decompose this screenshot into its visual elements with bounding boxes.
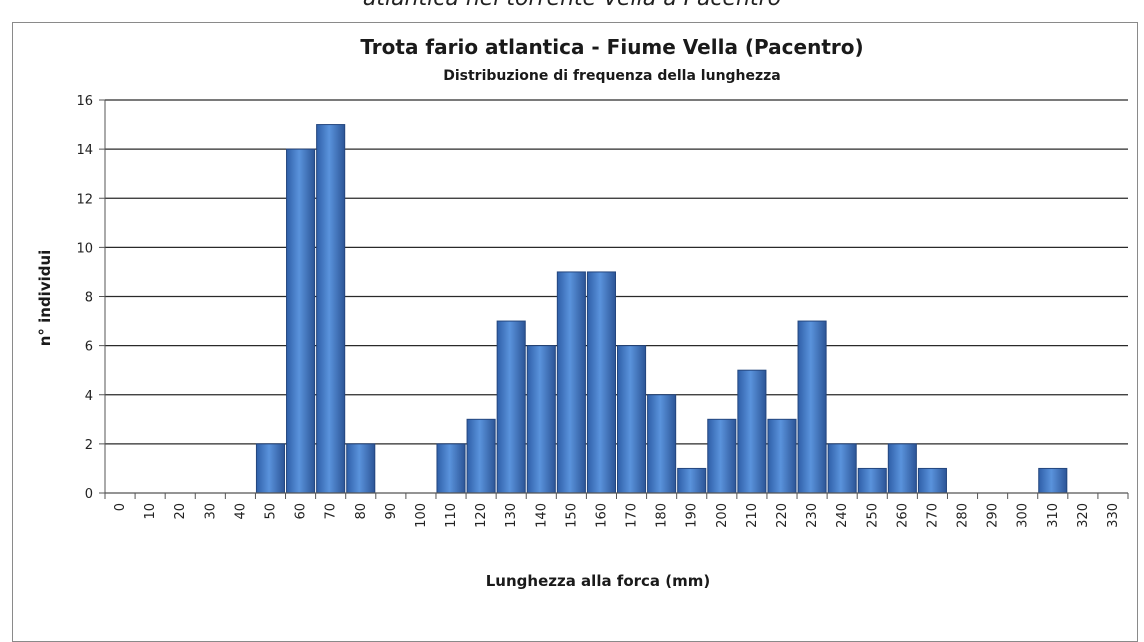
x-tick-label: 320 <box>1076 503 1091 528</box>
x-tick-label: 50 <box>263 503 278 520</box>
x-tick-label: 300 <box>1016 503 1031 528</box>
x-tick-label: 220 <box>775 503 790 528</box>
x-tick-label: 30 <box>203 503 218 520</box>
gridlines <box>105 100 1128 444</box>
y-tick-label: 4 <box>85 389 93 404</box>
y-axis-title: n° individui <box>36 250 54 347</box>
y-tick-labels: 0 2 4 6 8 10 12 14 16 <box>76 94 93 502</box>
x-tick-label: 230 <box>805 503 820 528</box>
bar <box>918 468 946 493</box>
bar <box>287 149 315 493</box>
bar <box>467 419 495 493</box>
x-tick-label: 330 <box>1106 503 1121 528</box>
y-tick-label: 8 <box>85 291 93 306</box>
bar <box>618 346 646 493</box>
y-tick-label: 14 <box>76 143 93 158</box>
x-tick-label: 250 <box>865 503 880 528</box>
x-tick-label: 100 <box>414 503 429 528</box>
x-tick-label: 310 <box>1046 503 1061 528</box>
x-tick-label: 130 <box>504 503 519 528</box>
x-tick-label: 90 <box>384 503 399 520</box>
bar <box>798 321 826 493</box>
x-tick-label: 170 <box>625 503 640 528</box>
x-tick-label: 80 <box>354 503 369 520</box>
x-tick-label: 240 <box>835 503 850 528</box>
y-tick-label: 12 <box>76 192 93 207</box>
x-tick-label: 150 <box>564 503 579 528</box>
x-tick-labels: 0 10 20 30 40 50 60 70 80 90 100 110 120 130 140 150 160… <box>113 503 1121 528</box>
x-tick-label: 290 <box>986 503 1001 528</box>
x-tick-label: 180 <box>655 503 670 528</box>
chart-subtitle: Distribuzione di frequenza della lunghez… <box>443 68 781 84</box>
y-tick-label: 0 <box>85 487 93 502</box>
x-tick-label: 260 <box>895 503 910 528</box>
x-axis-title: Lunghezza alla forca (mm) <box>486 572 711 590</box>
bar <box>497 321 525 493</box>
bar <box>256 444 284 493</box>
bar <box>347 444 375 493</box>
x-tick-label: 0 <box>113 503 128 511</box>
bar <box>1039 468 1067 493</box>
x-tick-label: 70 <box>324 503 339 520</box>
bar <box>738 370 766 493</box>
y-tick-label: 6 <box>85 340 93 355</box>
bar <box>527 346 555 493</box>
bar <box>437 444 465 493</box>
y-tick-label: 2 <box>85 438 93 453</box>
bar <box>858 468 886 493</box>
x-tick-label: 140 <box>534 503 549 528</box>
x-tick-label: 160 <box>594 503 609 528</box>
bar <box>828 444 856 493</box>
x-tick-label: 40 <box>233 503 248 520</box>
x-tick-label: 190 <box>685 503 700 528</box>
bar <box>888 444 916 493</box>
bar <box>768 419 796 493</box>
bar <box>557 272 585 493</box>
x-tick-label: 10 <box>143 503 158 520</box>
bar <box>587 272 615 493</box>
x-tick-label: 200 <box>715 503 730 528</box>
bar-chart: Trota fario atlantica - Fiume Vella (Pac… <box>0 0 1144 628</box>
x-tick-label: 20 <box>173 503 188 520</box>
x-tick-label: 60 <box>294 503 309 520</box>
x-tick-label: 280 <box>956 503 971 528</box>
x-tick-label: 110 <box>444 503 459 528</box>
bar <box>317 125 345 493</box>
chart-title: Trota fario atlantica - Fiume Vella (Pac… <box>360 35 863 59</box>
bar <box>708 419 736 493</box>
y-tick-label: 16 <box>76 94 93 109</box>
bar <box>648 395 676 493</box>
x-tick-label: 270 <box>925 503 940 528</box>
y-tick-label: 10 <box>76 241 93 256</box>
bar <box>678 468 706 493</box>
x-tick-label: 210 <box>745 503 760 528</box>
x-tick-label: 120 <box>474 503 489 528</box>
bars <box>256 125 1066 493</box>
